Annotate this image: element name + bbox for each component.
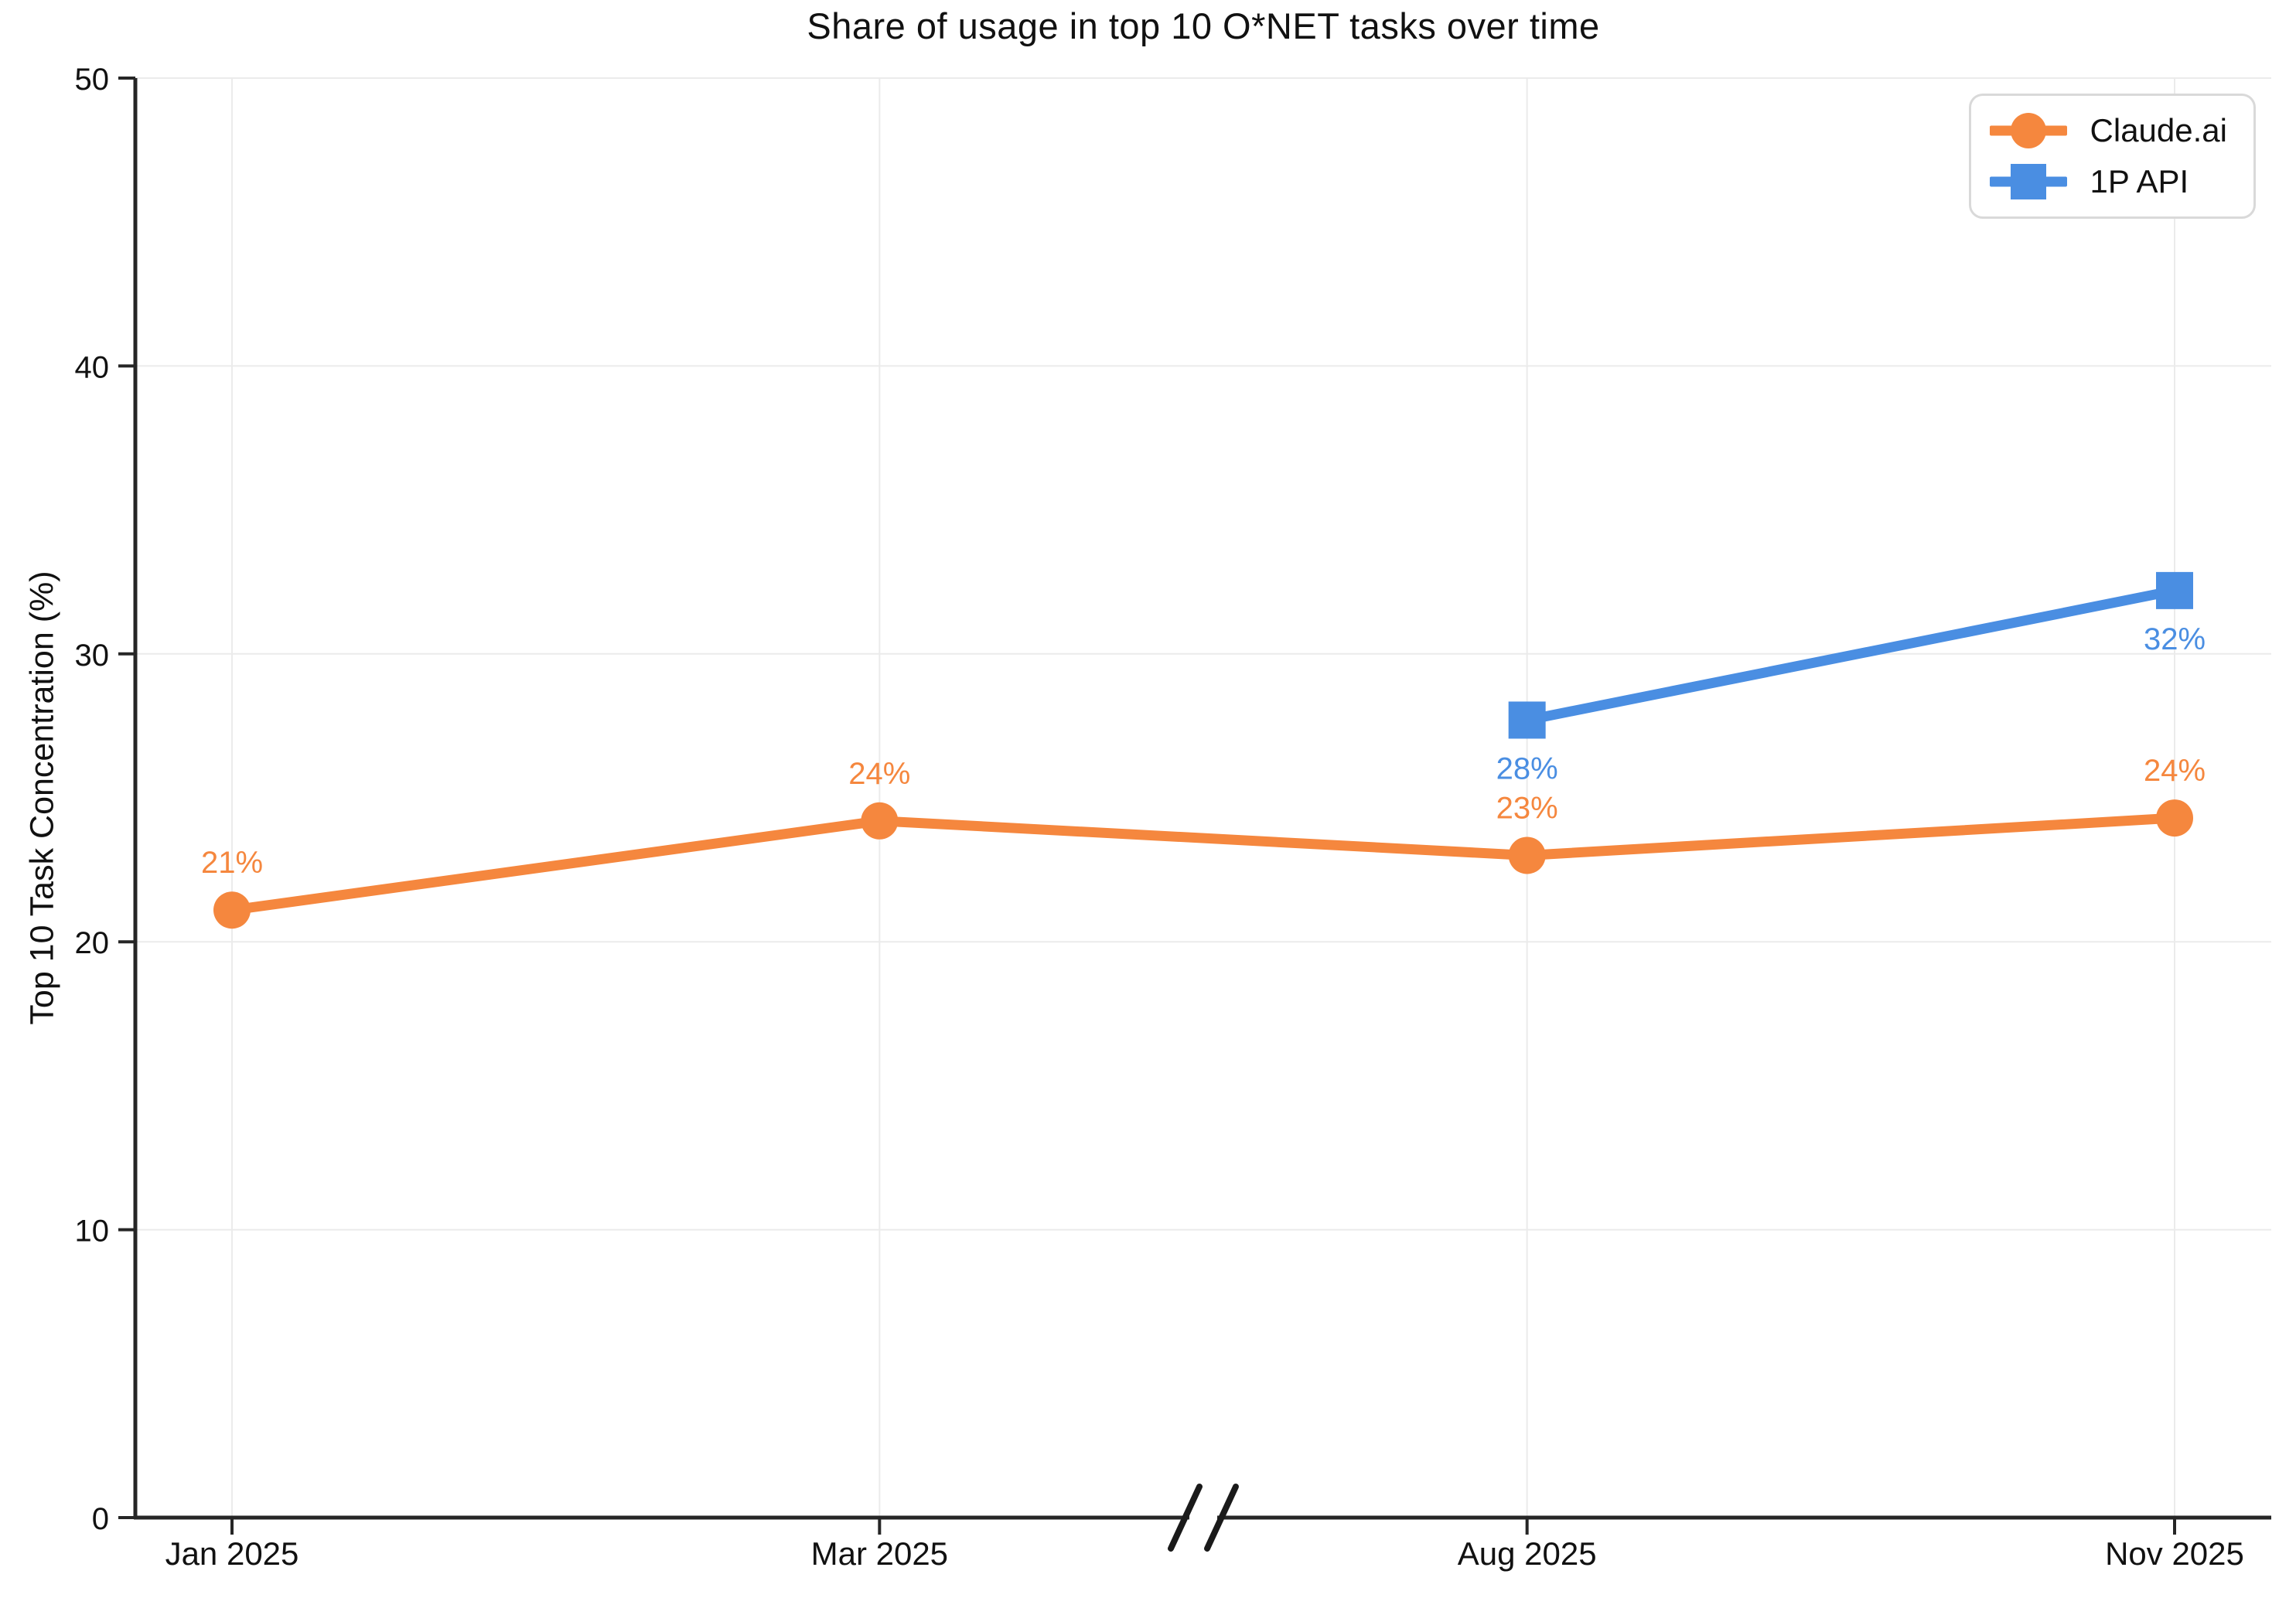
x-tick-label: Nov 2025 — [2105, 1535, 2244, 1572]
y-tick-label: 20 — [75, 926, 110, 960]
data-point-marker — [1508, 701, 1546, 739]
series-line — [1522, 585, 2180, 725]
legend-item-claude-ai: Claude.ai — [1989, 108, 2227, 153]
legend-label: 1P API — [2090, 163, 2189, 199]
y-tick-label: 40 — [75, 350, 110, 384]
y-tick-label: 50 — [75, 63, 110, 97]
data-point-marker — [861, 802, 899, 840]
x-tick-label: Aug 2025 — [1458, 1535, 1597, 1572]
series-line — [227, 813, 2180, 915]
x-tick-label: Mar 2025 — [811, 1535, 948, 1572]
gridlines — [135, 77, 2271, 1518]
tick-labels: 0 10 20 30 40 50 Jan 2025 Mar 2025 Aug 2025 Nov 2… — [75, 63, 2244, 1572]
data-point-label: 21% — [201, 846, 263, 880]
y-tick-label: 30 — [75, 639, 110, 673]
data-point-marker — [213, 891, 251, 929]
data-point-marker — [2156, 799, 2193, 837]
data-point-label: 23% — [1496, 791, 1558, 825]
data-point-label: 24% — [848, 757, 910, 791]
axis-break — [1168, 1484, 1239, 1552]
data-point-label: 24% — [2144, 754, 2206, 788]
square-marker-icon — [1989, 162, 2067, 201]
y-tick-label: 0 — [92, 1502, 109, 1536]
y-tick-label: 10 — [75, 1215, 110, 1249]
series-1p-api: 28% 32% — [1496, 571, 2206, 785]
series-claude-ai: 21% 24% 23% 24% — [201, 754, 2206, 929]
legend-label: Claude.ai — [2090, 112, 2227, 148]
x-tick-label: Jan 2025 — [165, 1535, 299, 1572]
legend-item-1p-api: 1P API — [1989, 159, 2227, 204]
circle-marker-icon — [1989, 111, 2067, 150]
chart-title: Share of usage in top 10 O*NET tasks ove… — [807, 5, 1600, 46]
axes — [133, 78, 2271, 1520]
data-point-label: 32% — [2144, 622, 2206, 656]
data-point-marker — [1508, 836, 1546, 874]
data-point-label: 28% — [1496, 751, 1558, 785]
legend: Claude.ai 1P API — [1968, 94, 2256, 219]
data-point-marker — [2156, 571, 2193, 609]
